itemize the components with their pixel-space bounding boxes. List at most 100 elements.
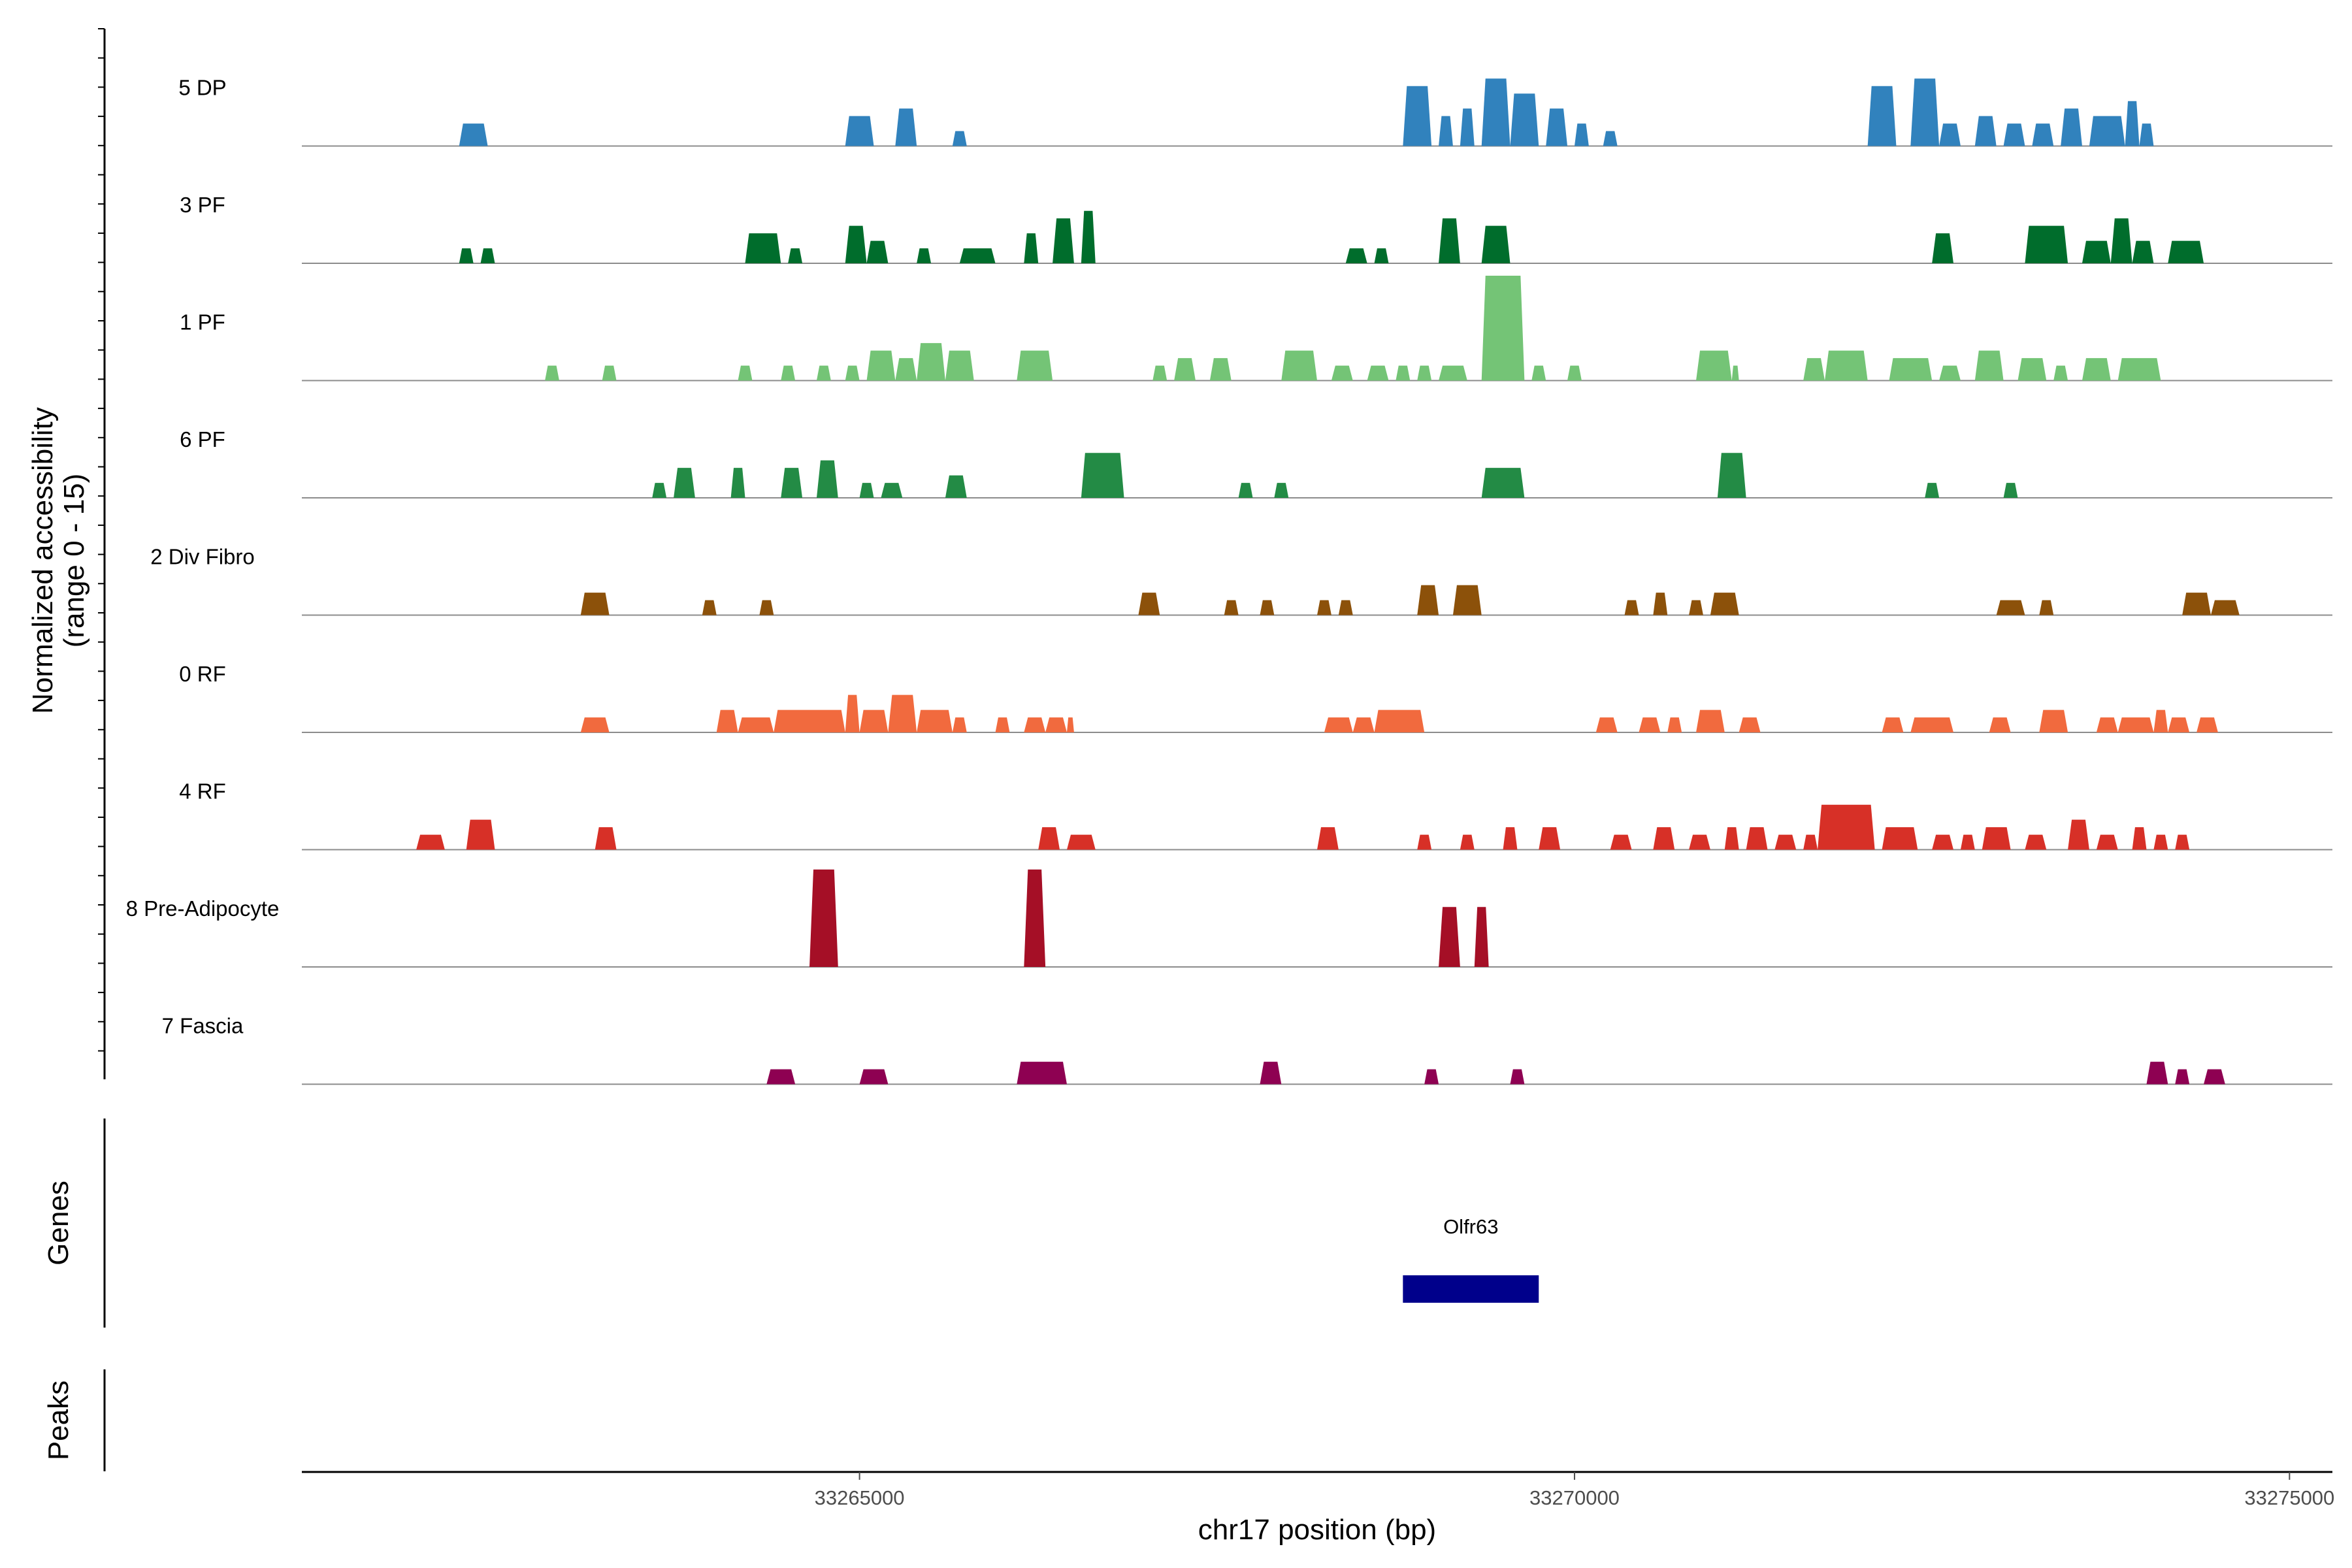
gene-marks: Olfr63	[1403, 1215, 1539, 1303]
accessibility-peak	[1024, 233, 1039, 263]
accessibility-peak	[952, 131, 967, 146]
accessibility-peak	[1238, 483, 1253, 498]
accessibility-peak	[1531, 365, 1546, 381]
accessibility-peak	[1066, 717, 1074, 732]
accessibility-peak	[895, 108, 917, 146]
accessibility-peak	[1045, 717, 1067, 732]
accessibility-peak	[2039, 600, 2054, 615]
accessibility-peak	[1574, 123, 1589, 146]
x-tick-label: 33270000	[1529, 1486, 1620, 1509]
accessibility-peak	[1481, 78, 1511, 146]
accessibility-peak	[1653, 827, 1675, 850]
accessibility-peak	[2096, 834, 2118, 850]
accessibility-peak	[2117, 717, 2154, 732]
accessibility-peak	[1317, 827, 1339, 850]
accessibility-peak	[1667, 717, 1682, 732]
accessibility-peak	[859, 1069, 889, 1085]
accessibility-peak	[2139, 123, 2154, 146]
track-4-rf: 4 RF	[179, 779, 2332, 851]
accessibility-peak	[1260, 600, 1275, 615]
accessibility-peak	[416, 834, 445, 850]
accessibility-peak	[2146, 1062, 2168, 1085]
accessibility-peak	[959, 248, 996, 263]
accessibility-peak	[738, 365, 753, 381]
x-tick-label: 33265000	[815, 1486, 905, 1509]
accessibility-peak	[1174, 358, 1196, 381]
accessibility-peak	[1925, 483, 1940, 498]
accessibility-peak	[1066, 834, 1096, 850]
accessibility-peak	[1417, 585, 1439, 615]
accessibility-peak	[1696, 710, 1725, 732]
accessibility-peak	[1024, 717, 1046, 732]
accessibility-peak	[2003, 123, 2025, 146]
x-axis-label: chr17 position (bp)	[1198, 1514, 1436, 1546]
accessibility-peak	[1424, 1069, 1439, 1085]
accessibility-peak	[1481, 275, 1525, 381]
x-tick-label: 33275000	[2244, 1486, 2334, 1509]
accessibility-peak	[809, 869, 838, 967]
accessibility-peak	[1053, 218, 1074, 263]
accessibility-peak	[1439, 907, 1460, 967]
accessibility-peak	[1696, 350, 1732, 381]
accessibility-peak	[1639, 717, 1661, 732]
accessibility-peak	[1374, 248, 1389, 263]
accessibility-peak	[2003, 483, 2018, 498]
accessibility-peak	[1996, 600, 2025, 615]
accessibility-peak	[845, 225, 867, 263]
accessibility-peak	[1474, 907, 1489, 967]
accessibility-peak	[952, 717, 967, 732]
accessibility-peak	[1017, 1062, 1067, 1085]
accessibility-peak	[1331, 365, 1353, 381]
accessibility-peak	[1138, 593, 1160, 615]
accessibility-peak	[1417, 365, 1432, 381]
accessibility-peak	[1739, 717, 1761, 732]
accessibility-peak	[1338, 600, 1353, 615]
accessibility-peak	[1503, 827, 1518, 850]
accessibility-peak	[845, 116, 874, 146]
accessibility-peak	[730, 468, 745, 498]
track-label: 1 PF	[180, 310, 225, 335]
accessibility-peak	[1317, 600, 1331, 615]
accessibility-peak	[1610, 834, 1632, 850]
accessibility-peak	[2168, 240, 2204, 263]
y-axis-label-line2: (range 0 - 15)	[58, 474, 90, 648]
accessibility-peak	[2053, 365, 2068, 381]
gene-label: Olfr63	[1443, 1215, 1498, 1238]
accessibility-peak	[2110, 218, 2132, 263]
accessibility-peak	[1595, 717, 1618, 732]
accessibility-peak	[1345, 248, 1367, 263]
accessibility-peak	[2017, 358, 2047, 381]
accessibility-peak	[1374, 710, 1425, 732]
accessibility-peak	[1081, 210, 1096, 263]
accessibility-peak	[2032, 123, 2054, 146]
accessibility-peak	[1417, 834, 1432, 850]
accessibility-peak	[1910, 78, 1940, 146]
accessibility-peak	[466, 819, 495, 850]
track-label: 5 DP	[178, 76, 226, 100]
accessibility-peak	[2125, 101, 2140, 146]
accessibility-peak	[774, 710, 845, 732]
accessibility-peak	[1510, 1069, 1525, 1085]
accessibility-peak	[1481, 225, 1511, 263]
track-0-rf: 0 RF	[179, 662, 2332, 733]
accessibility-peak	[2175, 834, 2190, 850]
accessibility-peak	[766, 1069, 796, 1085]
accessibility-peak	[1889, 358, 1933, 381]
accessibility-peak	[917, 710, 953, 732]
accessibility-peak	[674, 468, 695, 498]
accessibility-peak	[1939, 123, 1961, 146]
accessibility-peak	[1510, 93, 1539, 146]
accessibility-peak	[2068, 819, 2089, 850]
accessibility-peak	[2132, 827, 2147, 850]
accessibility-peak	[1882, 717, 1904, 732]
accessibility-peak	[759, 600, 774, 615]
track-label: 7 Fascia	[162, 1014, 244, 1038]
accessibility-peak	[1452, 585, 1482, 615]
accessibility-peak	[1939, 365, 1961, 381]
accessibility-peak	[1724, 827, 1739, 850]
accessibility-peak	[788, 248, 803, 263]
accessibility-peak	[1689, 600, 1703, 615]
accessibility-peak	[595, 827, 617, 850]
accessibility-peak	[738, 717, 774, 732]
